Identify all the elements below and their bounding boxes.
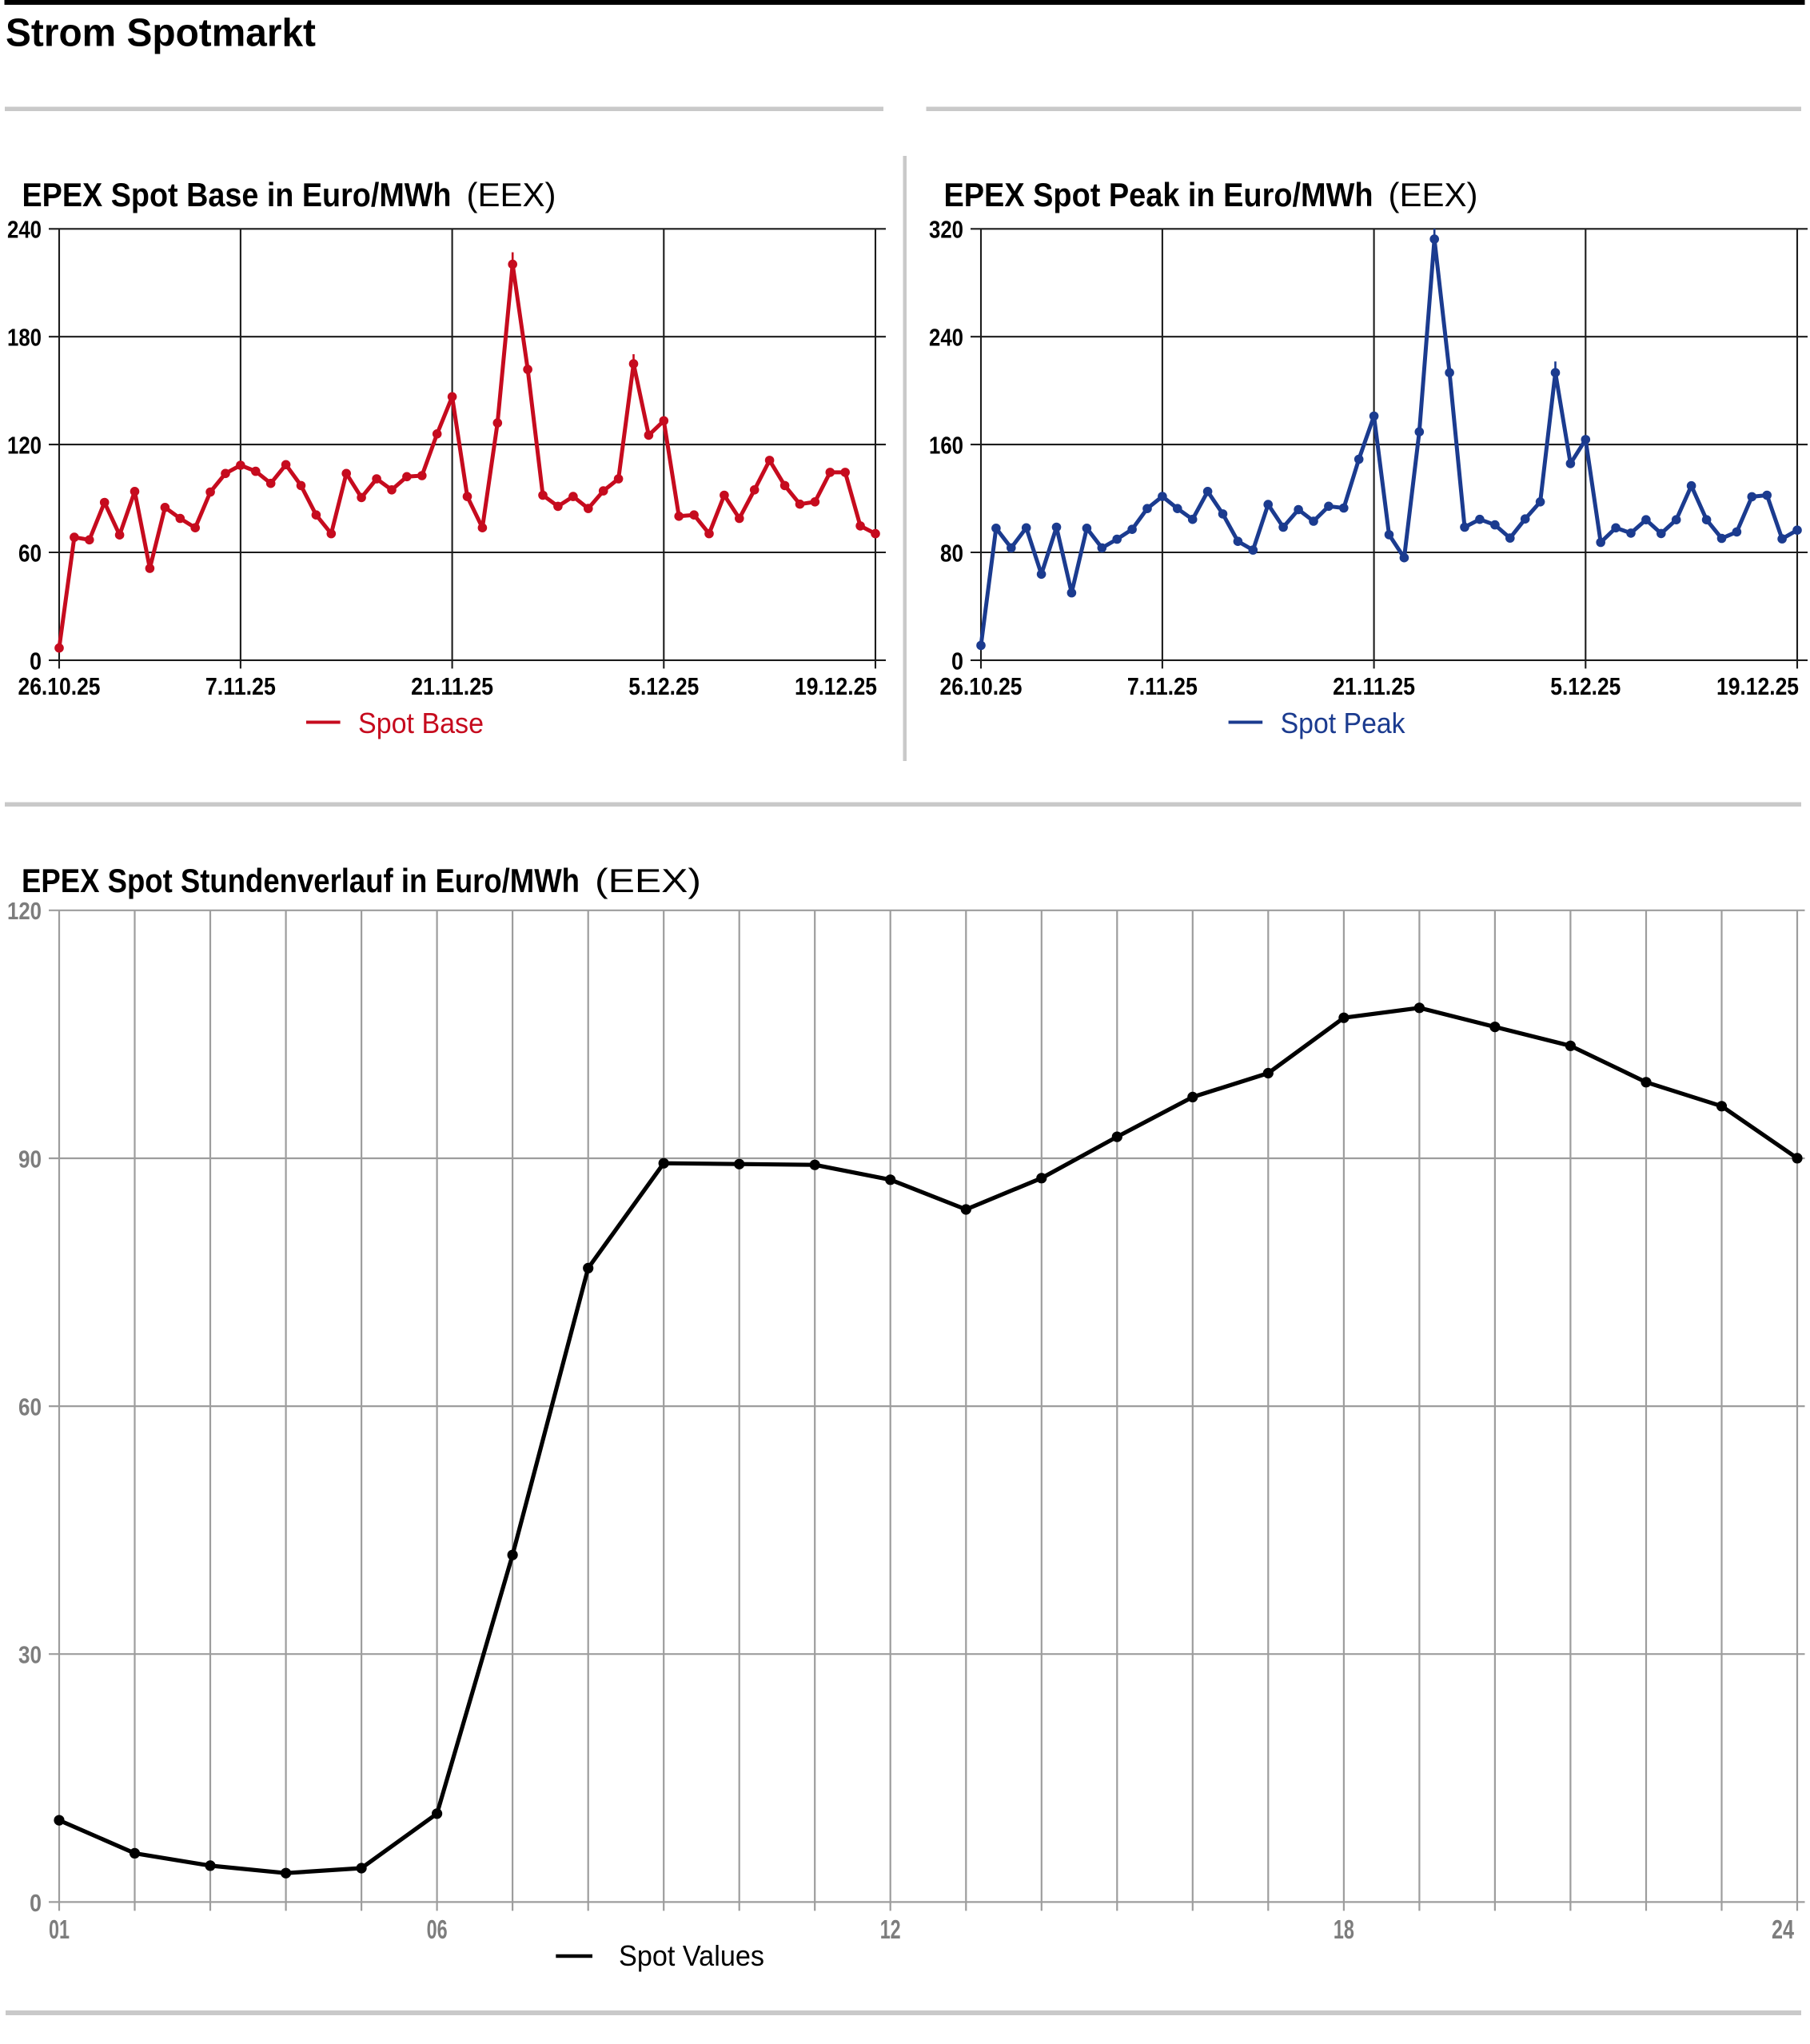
svg-text:120: 120 <box>7 432 42 460</box>
svg-text:21.11.25: 21.11.25 <box>1333 672 1415 700</box>
svg-text:5.12.25: 5.12.25 <box>1550 672 1621 700</box>
svg-text:240: 240 <box>7 216 42 244</box>
svg-text:18: 18 <box>1334 1915 1354 1944</box>
svg-text:160: 160 <box>929 432 963 460</box>
svg-text:0: 0 <box>30 1889 42 1917</box>
svg-text:12: 12 <box>880 1915 901 1944</box>
svg-text:EPEX Spot Base in Euro/MWh: EPEX Spot Base in Euro/MWh <box>22 176 452 213</box>
svg-text:Spot Values: Spot Values <box>619 1939 764 1972</box>
svg-text:Strom Spotmarkt: Strom Spotmarkt <box>6 12 316 55</box>
svg-text:21.11.25: 21.11.25 <box>411 672 493 700</box>
svg-text:7.11.25: 7.11.25 <box>205 672 276 700</box>
svg-text:01: 01 <box>49 1915 70 1944</box>
svg-text:90: 90 <box>18 1145 42 1173</box>
svg-text:06: 06 <box>427 1915 448 1944</box>
svg-text:0: 0 <box>951 647 963 675</box>
svg-text:180: 180 <box>7 324 42 352</box>
svg-text:EPEX Spot Stundenverlauf in Eu: EPEX Spot Stundenverlauf in Euro/MWh <box>22 862 580 899</box>
svg-text:60: 60 <box>18 539 42 567</box>
svg-text:26.10.25: 26.10.25 <box>940 672 1023 700</box>
svg-text:Spot Base: Spot Base <box>358 707 484 739</box>
svg-text:320: 320 <box>929 216 963 244</box>
svg-text:240: 240 <box>929 324 963 352</box>
svg-text:7.11.25: 7.11.25 <box>1127 672 1198 700</box>
svg-text:(EEX): (EEX) <box>1389 176 1478 213</box>
svg-text:(EEX): (EEX) <box>467 176 556 213</box>
svg-text:EPEX Spot Peak in Euro/MWh: EPEX Spot Peak in Euro/MWh <box>944 176 1373 213</box>
svg-text:19.12.25: 19.12.25 <box>795 672 877 700</box>
svg-text:30: 30 <box>18 1641 42 1669</box>
svg-text:60: 60 <box>18 1393 42 1421</box>
svg-text:5.12.25: 5.12.25 <box>628 672 699 700</box>
svg-text:19.12.25: 19.12.25 <box>1716 672 1799 700</box>
svg-text:Spot Peak: Spot Peak <box>1281 707 1406 739</box>
svg-text:(EEX): (EEX) <box>595 862 701 899</box>
svg-text:0: 0 <box>30 647 42 675</box>
svg-text:80: 80 <box>940 539 963 567</box>
svg-text:120: 120 <box>7 897 42 925</box>
svg-text:24: 24 <box>1772 1915 1794 1944</box>
svg-text:26.10.25: 26.10.25 <box>18 672 101 700</box>
